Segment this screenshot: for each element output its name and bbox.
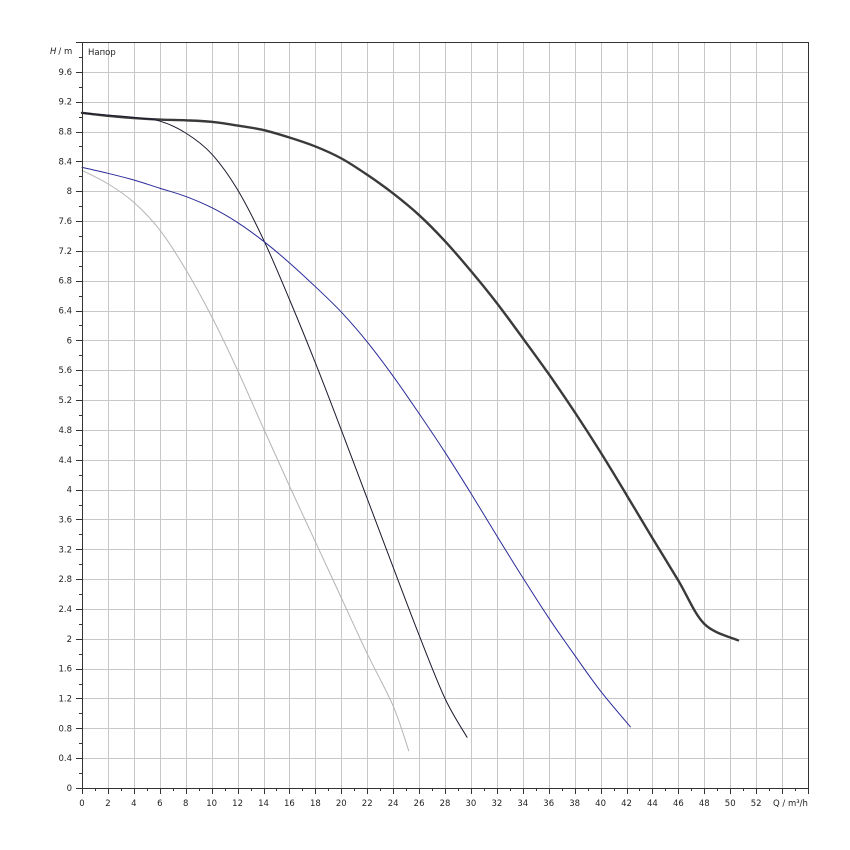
- x-tick-label: 50: [725, 799, 736, 809]
- y-axis-label: H / m: [50, 47, 72, 57]
- y-tick-label: 5.2: [58, 396, 72, 406]
- series-line-2: [81, 112, 468, 738]
- x-tick-label: 2: [105, 799, 110, 809]
- x-tick-label: 48: [699, 799, 710, 809]
- y-tick-label: 7.6: [58, 217, 72, 227]
- y-tick-label: 1.2: [58, 694, 72, 704]
- series-line-1: [80, 111, 740, 642]
- x-tick-label: 28: [440, 799, 451, 809]
- x-tick-label: 16: [284, 799, 295, 809]
- x-tick-label: 24: [388, 799, 399, 809]
- x-tick-label: 30: [466, 799, 477, 809]
- y-tick-label: 5.6: [58, 366, 72, 376]
- x-tick-label: 34: [517, 799, 528, 809]
- y-tick-label: 9.2: [58, 98, 72, 108]
- x-tick-label: 14: [258, 799, 269, 809]
- y-tick-label: 3.6: [58, 515, 72, 525]
- y-tick-label: 0: [67, 784, 72, 794]
- x-tick-label: 6: [157, 799, 162, 809]
- x-axis-label: Q / m³/h: [773, 799, 808, 809]
- y-axis-caption: Напор: [88, 48, 116, 58]
- y-tick-label: 4.4: [58, 456, 72, 466]
- x-tick-label: 38: [569, 799, 580, 809]
- x-tick-label: 22: [362, 799, 373, 809]
- x-tick-label: 12: [232, 799, 243, 809]
- chart-series: [80, 111, 740, 752]
- y-tick-label: 0.8: [58, 724, 72, 734]
- x-tick-label: 0: [79, 799, 84, 809]
- series-line-4: [81, 169, 410, 752]
- y-tick-label: 8.8: [58, 128, 72, 138]
- x-tick-label: 18: [310, 799, 321, 809]
- y-tick-label: 0.4: [58, 754, 72, 764]
- y-tick-label: 6: [67, 336, 72, 346]
- x-tick-label: 36: [543, 799, 554, 809]
- y-tick-label: 8.4: [58, 157, 72, 167]
- chart-grid: [82, 42, 809, 789]
- x-axis: 0 2 4 6 8 10 12 14 16 18 20 22 24 26 28 30 32 34 36 38 40 42 4…: [79, 788, 809, 809]
- x-tick-label: 52: [751, 799, 762, 809]
- y-tick-label: 2.8: [58, 575, 72, 585]
- y-axis-unit: / m: [58, 47, 72, 57]
- series-line-3: [81, 166, 631, 728]
- x-tick-label: 44: [647, 799, 658, 809]
- y-tick-label: 2: [67, 635, 72, 645]
- y-tick-label: 6.4: [58, 307, 72, 317]
- x-tick-label: 20: [336, 799, 347, 809]
- y-axis: 0 0.4 0.8 1.2 1.6 2 2.4 2.8 3.2 3.6 4 4.4 4.8 5.2 5.6 6…: [58, 42, 82, 794]
- y-tick-label: 8: [67, 187, 72, 197]
- x-tick-label: 26: [414, 799, 425, 809]
- x-tick-label: 8: [183, 799, 188, 809]
- y-tick-label: 9.6: [58, 68, 72, 78]
- x-tick-label: 4: [131, 799, 136, 809]
- y-tick-label: 1.6: [58, 665, 72, 675]
- y-tick-label: 3.2: [58, 545, 72, 555]
- x-tick-label: 42: [621, 799, 632, 809]
- x-tick-label: 10: [206, 799, 217, 809]
- y-tick-label: 2.4: [58, 605, 72, 615]
- y-tick-label: 6.8: [58, 277, 72, 287]
- y-axis-symbol: H: [50, 47, 57, 57]
- x-tick-label: 32: [491, 799, 502, 809]
- x-tick-label: 40: [595, 799, 606, 809]
- x-tick-label: 46: [673, 799, 684, 809]
- y-tick-label: 4: [67, 486, 72, 496]
- y-tick-label: 4.8: [58, 426, 72, 436]
- y-tick-label: 7.2: [58, 247, 72, 257]
